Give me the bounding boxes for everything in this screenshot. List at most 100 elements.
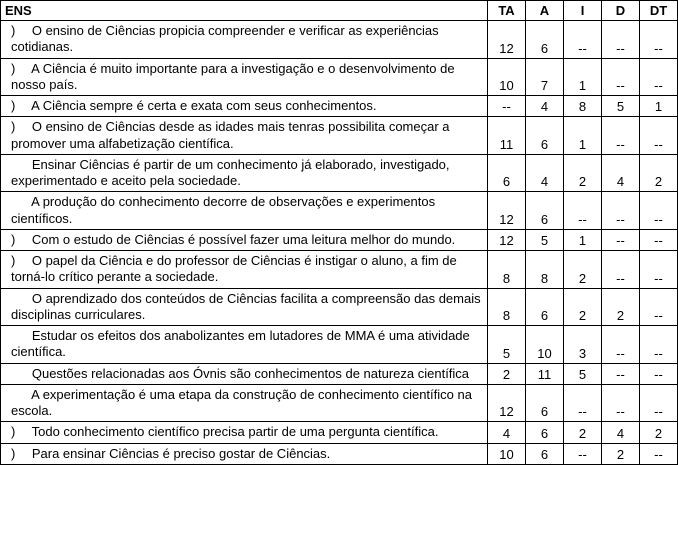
item-text: O papel da Ciência e do professor de Ciê…	[11, 253, 457, 284]
value-cell: 1	[564, 229, 602, 250]
table-row: A experimentação é uma etapa da construç…	[1, 384, 678, 422]
item-text: A experimentação é uma etapa da construç…	[11, 387, 472, 418]
value-cell: 2	[564, 251, 602, 289]
value-cell: 10	[488, 58, 526, 96]
value-cell: --	[640, 58, 678, 96]
value-cell: 10	[526, 326, 564, 364]
item-text: Questões relacionadas aos Óvnis são conh…	[28, 366, 469, 381]
table-row: ) A Ciência sempre é certa e exata com s…	[1, 96, 678, 117]
value-cell: 6	[526, 21, 564, 59]
value-cell: 12	[488, 192, 526, 230]
value-cell: 2	[640, 422, 678, 443]
item-text: O aprendizado dos conteúdos de Ciências …	[11, 291, 481, 322]
value-cell: --	[640, 192, 678, 230]
value-cell: 4	[602, 154, 640, 192]
value-cell: 5	[488, 326, 526, 364]
table-row: Estudar os efeitos dos anabolizantes em …	[1, 326, 678, 364]
item-cell: ) A Ciência é muito importante para a in…	[1, 58, 488, 96]
table-header-row: ENS TA A I D DT	[1, 1, 678, 21]
table-body: ) O ensino de Ciências propicia compreen…	[1, 21, 678, 465]
value-cell: --	[602, 363, 640, 384]
value-cell: 5	[564, 363, 602, 384]
value-cell: 2	[602, 443, 640, 464]
value-cell: 4	[602, 422, 640, 443]
value-cell: --	[640, 117, 678, 155]
value-cell: 2	[564, 288, 602, 326]
row-marker: )	[11, 61, 21, 77]
value-cell: --	[640, 326, 678, 364]
row-marker: )	[11, 253, 21, 269]
value-cell: 12	[488, 229, 526, 250]
item-cell: ) O papel da Ciência e do professor de C…	[1, 251, 488, 289]
table-row: O aprendizado dos conteúdos de Ciências …	[1, 288, 678, 326]
value-cell: --	[640, 443, 678, 464]
value-cell: --	[602, 117, 640, 155]
table-row: A produção do conhecimento decorre de ob…	[1, 192, 678, 230]
value-cell: 2	[564, 154, 602, 192]
col-header-a: A	[526, 1, 564, 21]
value-cell: 8	[488, 251, 526, 289]
value-cell: --	[564, 192, 602, 230]
table-row: ) Todo conhecimento científico precisa p…	[1, 422, 678, 443]
row-marker: )	[11, 119, 21, 135]
item-cell: A produção do conhecimento decorre de ob…	[1, 192, 488, 230]
item-cell: ) O ensino de Ciências propicia compreen…	[1, 21, 488, 59]
value-cell: 6	[488, 154, 526, 192]
item-cell: ) A Ciência sempre é certa e exata com s…	[1, 96, 488, 117]
item-text: Todo conhecimento científico precisa par…	[28, 424, 438, 439]
value-cell: 11	[526, 363, 564, 384]
value-cell: 6	[526, 384, 564, 422]
value-cell: --	[640, 384, 678, 422]
row-marker: )	[11, 446, 21, 462]
table-row: ) Com o estudo de Ciências é possível fa…	[1, 229, 678, 250]
item-cell: ) O ensino de Ciências desde as idades m…	[1, 117, 488, 155]
col-header-item: ENS	[1, 1, 488, 21]
value-cell: 1	[640, 96, 678, 117]
value-cell: 2	[488, 363, 526, 384]
value-cell: --	[602, 251, 640, 289]
row-marker: )	[11, 98, 21, 114]
item-cell: Questões relacionadas aos Óvnis são conh…	[1, 363, 488, 384]
value-cell: --	[640, 288, 678, 326]
table-row: ) O ensino de Ciências desde as idades m…	[1, 117, 678, 155]
table-row: Ensinar Ciências é partir de um conhecim…	[1, 154, 678, 192]
value-cell: 5	[602, 96, 640, 117]
value-cell: --	[640, 21, 678, 59]
value-cell: 12	[488, 384, 526, 422]
value-cell: 6	[526, 443, 564, 464]
value-cell: 4	[488, 422, 526, 443]
value-cell: 6	[526, 288, 564, 326]
item-cell: ) Com o estudo de Ciências é possível fa…	[1, 229, 488, 250]
value-cell: --	[602, 384, 640, 422]
item-text: A Ciência sempre é certa e exata com seu…	[28, 98, 376, 113]
item-text: Com o estudo de Ciências é possível faze…	[28, 232, 455, 247]
row-marker: )	[11, 23, 21, 39]
item-cell: A experimentação é uma etapa da construç…	[1, 384, 488, 422]
item-text: O ensino de Ciências desde as idades mai…	[11, 119, 450, 150]
value-cell: 11	[488, 117, 526, 155]
table-row: ) A Ciência é muito importante para a in…	[1, 58, 678, 96]
value-cell: 6	[526, 422, 564, 443]
value-cell: --	[602, 58, 640, 96]
item-text: A produção do conhecimento decorre de ob…	[11, 194, 435, 225]
value-cell: 2	[602, 288, 640, 326]
value-cell: 12	[488, 21, 526, 59]
value-cell: --	[640, 251, 678, 289]
item-text: Estudar os efeitos dos anabolizantes em …	[11, 328, 470, 359]
value-cell: --	[564, 21, 602, 59]
col-header-dt: DT	[640, 1, 678, 21]
value-cell: 5	[526, 229, 564, 250]
value-cell: --	[564, 443, 602, 464]
table-row: ) O papel da Ciência e do professor de C…	[1, 251, 678, 289]
item-cell: Estudar os efeitos dos anabolizantes em …	[1, 326, 488, 364]
value-cell: --	[602, 21, 640, 59]
item-text: A Ciência é muito importante para a inve…	[11, 61, 455, 92]
value-cell: 8	[488, 288, 526, 326]
col-header-ta: TA	[488, 1, 526, 21]
value-cell: 4	[526, 96, 564, 117]
value-cell: 6	[526, 192, 564, 230]
value-cell: 8	[564, 96, 602, 117]
value-cell: 1	[564, 58, 602, 96]
table-row: Questões relacionadas aos Óvnis são conh…	[1, 363, 678, 384]
value-cell: --	[602, 326, 640, 364]
